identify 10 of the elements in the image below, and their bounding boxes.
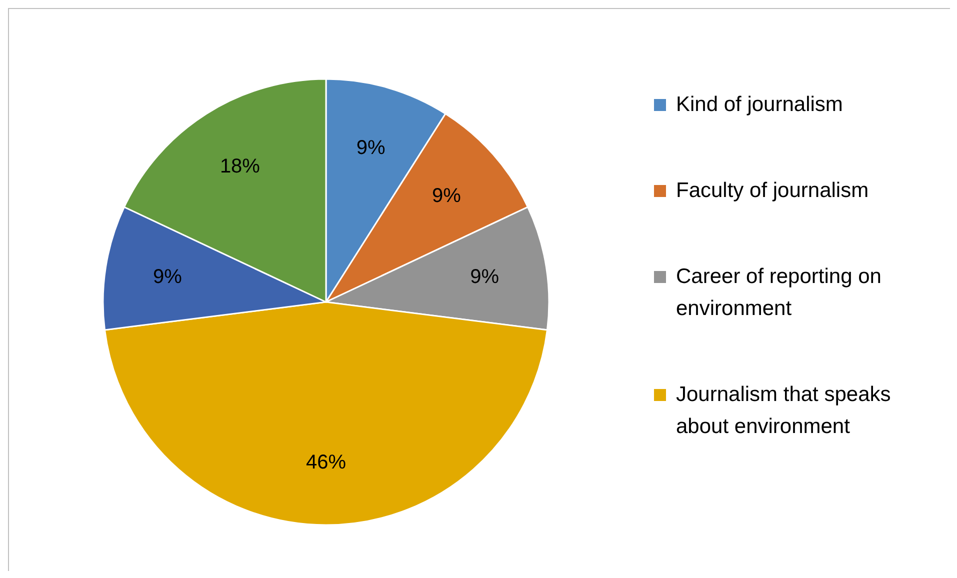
data-label: 9% (356, 136, 386, 159)
data-label: 9% (432, 184, 462, 207)
legend-label: Faculty of journalism (676, 178, 869, 204)
data-label: 46% (306, 452, 346, 474)
legend-label: Career of reporting on environment (676, 264, 882, 322)
data-label: 9% (470, 266, 500, 288)
legend-label: Kind of journalism (676, 92, 843, 118)
data-label: 18% (220, 155, 260, 178)
legend-label: Journalism that speaks about environment (676, 382, 892, 440)
data-label: 9% (152, 266, 182, 288)
